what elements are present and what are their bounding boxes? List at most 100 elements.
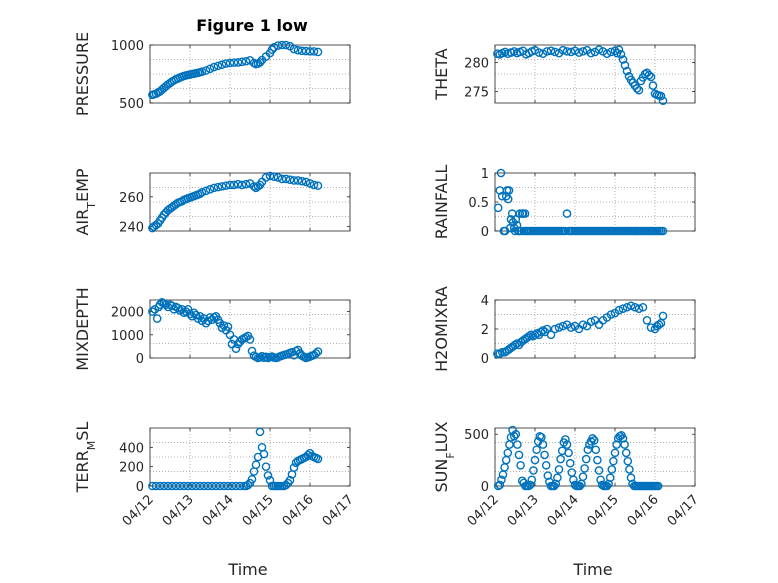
data-point [237, 180, 247, 190]
data-point [197, 67, 207, 76]
data-point [653, 481, 663, 491]
data-point [197, 188, 207, 197]
y-tick-label: 0 [481, 480, 489, 495]
data-point [229, 58, 239, 67]
figure-title: Figure 1 low [196, 16, 308, 35]
y-tick-label: 280 [464, 56, 489, 71]
data-point [594, 466, 604, 475]
data-point [609, 456, 618, 466]
data-point [199, 481, 209, 491]
data-point [245, 335, 255, 344]
data-point [209, 62, 219, 72]
data-point [509, 431, 519, 441]
y-tick-label: 500 [119, 97, 144, 112]
data-point [225, 180, 235, 190]
data-point [654, 320, 664, 329]
data-point [257, 351, 267, 361]
data-point [237, 57, 247, 67]
data-point [554, 323, 564, 332]
data-point [574, 48, 584, 57]
data-point [231, 481, 241, 491]
data-point [161, 300, 171, 309]
data-point [301, 177, 311, 187]
data-point [546, 46, 556, 56]
data-point [269, 172, 279, 182]
data-point [542, 324, 552, 334]
data-point [602, 481, 612, 491]
y-tick-label: 1000 [111, 39, 144, 54]
y-tick-label: 0.5 [468, 196, 489, 211]
x-axis-label: Time [572, 560, 612, 579]
data-point [622, 66, 632, 76]
data-point [546, 330, 556, 340]
data-point [648, 81, 658, 90]
data-point [578, 472, 588, 481]
data-point [538, 440, 548, 449]
data-point [231, 344, 241, 354]
y-tick-label: 260 [119, 191, 144, 206]
data-point [243, 480, 253, 490]
data-point [630, 302, 640, 312]
data-point [205, 185, 215, 194]
data-point [516, 226, 526, 236]
data-point [247, 346, 257, 356]
data-point [297, 46, 307, 56]
data-point [185, 309, 195, 319]
data-point [261, 173, 271, 182]
data-point [191, 481, 201, 491]
data-point [658, 96, 668, 105]
data-point [233, 58, 243, 67]
x-tick-label: 04/17 [665, 492, 702, 529]
data-point [542, 47, 552, 56]
data-point [159, 481, 169, 491]
data-point [175, 481, 185, 491]
x-tick-label: 04/15 [585, 492, 622, 529]
y-tick-label: 200 [119, 461, 144, 476]
data-point [586, 48, 596, 58]
data-point [513, 440, 522, 449]
data-point [638, 302, 648, 312]
data-point [632, 84, 642, 93]
data-point [541, 460, 551, 470]
data-point [532, 445, 541, 455]
y-axis-label: H2OMIXRA [432, 286, 451, 372]
data-point [634, 85, 644, 95]
data-point [219, 321, 229, 330]
data-point [281, 40, 291, 50]
data-point [570, 46, 580, 56]
data-point [550, 47, 560, 57]
data-point [646, 323, 656, 332]
y-tick-label: 0 [136, 480, 144, 495]
subplot-2: 275 280 THETA [432, 44, 696, 105]
data-point [516, 460, 525, 470]
data-point [255, 427, 265, 437]
data-point [201, 66, 211, 75]
data-point [213, 182, 223, 192]
data-point [215, 481, 225, 491]
data-point [305, 47, 315, 56]
data-point [581, 454, 591, 464]
data-point [610, 448, 620, 458]
data-point [213, 61, 223, 71]
data-point [606, 310, 616, 319]
x-tick-label: 04/12 [465, 492, 502, 529]
data-point [183, 481, 193, 491]
data-point [289, 463, 299, 472]
y-axis-label: AIRTEMP [73, 168, 98, 235]
data-point [511, 215, 521, 224]
data-point [515, 209, 525, 218]
data-point [269, 43, 279, 52]
data-point [561, 435, 570, 444]
data-point [281, 174, 291, 184]
data-point [562, 440, 572, 449]
axes-box [149, 172, 351, 232]
data-point [556, 454, 565, 464]
data-point [504, 186, 514, 195]
data-point [171, 481, 181, 491]
data-point [644, 70, 654, 80]
data-point [187, 481, 197, 491]
data-point [247, 474, 257, 484]
data-point [155, 481, 165, 491]
data-point [642, 315, 652, 325]
data-point [553, 473, 562, 483]
